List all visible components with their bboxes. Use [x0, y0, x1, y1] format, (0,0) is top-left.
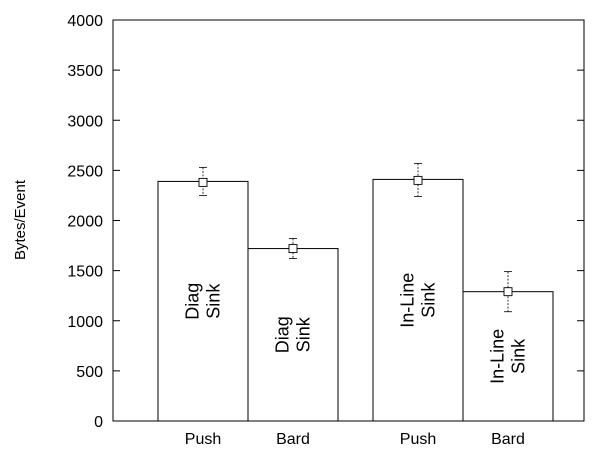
bar-label: In-Line Sink — [398, 273, 439, 328]
y-tick-label: 2000 — [67, 214, 103, 231]
y-tick-label: 1500 — [67, 264, 103, 281]
y-tick-label: 2500 — [67, 163, 103, 180]
y-tick-label: 500 — [76, 364, 103, 381]
x-tick-label: Bard — [491, 431, 525, 448]
bar — [247, 248, 339, 422]
bar-label-line: Sink — [419, 282, 439, 318]
bar-label: Diag Sink — [273, 316, 314, 353]
bar-label: Diag Sink — [183, 283, 224, 320]
y-tick-label: 3000 — [67, 113, 103, 130]
y-tick-label: 0 — [94, 414, 103, 431]
bar-label-line: Sink — [294, 316, 314, 352]
bar-label-line: In-Line — [488, 329, 508, 384]
x-tick-label: Bard — [276, 431, 310, 448]
y-axis-label: Bytes/Event — [12, 179, 29, 260]
bar-label-line: Diag — [183, 283, 203, 320]
data-point-marker — [503, 287, 513, 297]
tick-labels: 0 500 1000 1500 2000 2500 3000 3500 4000 Push Bard… — [67, 13, 524, 448]
data-point-marker — [288, 244, 298, 254]
x-tick-label: Push — [400, 431, 436, 448]
y-tick-label: 4000 — [67, 13, 103, 30]
bar-label-line: Diag — [273, 316, 293, 353]
bar-label-line: Sink — [509, 338, 529, 374]
bar — [372, 178, 464, 422]
y-tick-label: 1000 — [67, 314, 103, 331]
y-tick-label: 3500 — [67, 63, 103, 80]
x-tick-label: Push — [185, 431, 221, 448]
bar-label-line: In-Line — [398, 273, 418, 328]
data-point-marker — [413, 175, 423, 185]
axes — [112, 19, 585, 422]
bar-label-line: Sink — [204, 283, 224, 319]
data-point-marker — [198, 177, 208, 187]
bar-label: In-Line Sink — [488, 329, 529, 384]
bar — [462, 291, 554, 422]
